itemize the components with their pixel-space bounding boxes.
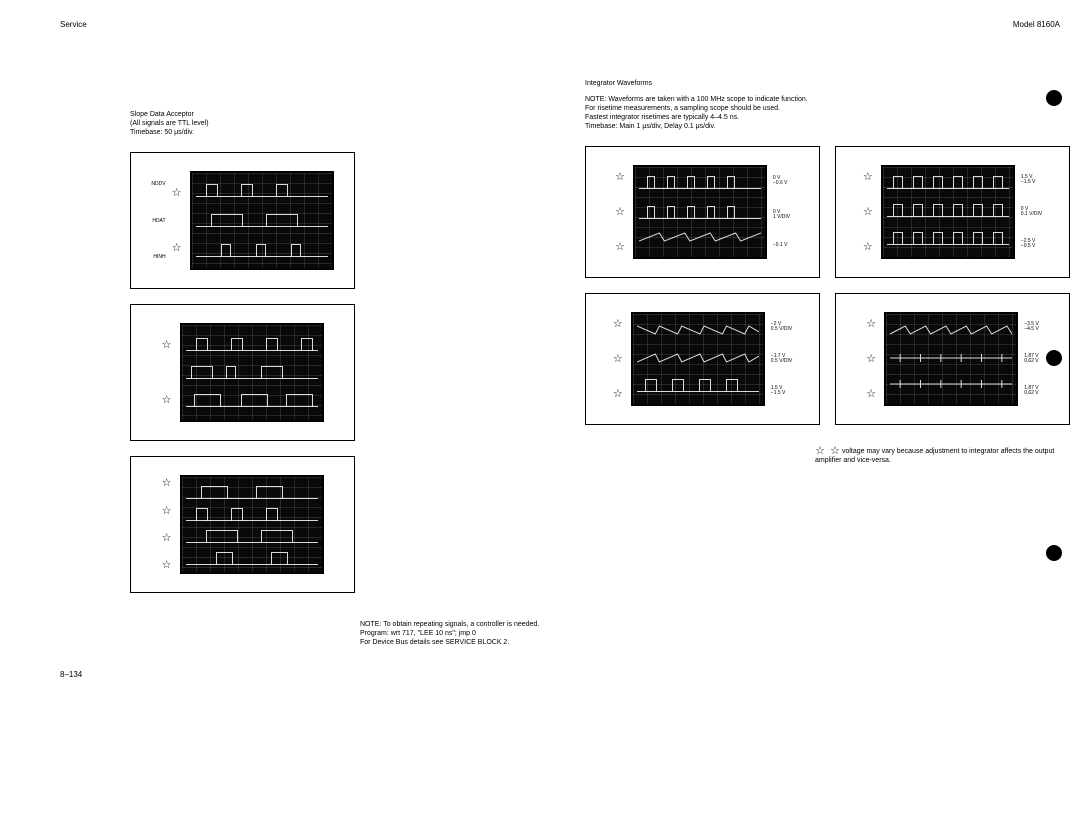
oscilloscope-screen xyxy=(881,165,1015,259)
page: Service Model 8160A Slope Data Acceptor … xyxy=(40,20,1060,754)
scope-frame-r1c1: 0 V−0.6 V 0 V1 V/DIV −0.1 V xyxy=(585,146,820,278)
oscilloscope-screen xyxy=(884,312,1018,406)
oscilloscope-screen xyxy=(180,475,324,574)
note-line: For risetime measurements, a sampling sc… xyxy=(585,104,1080,113)
marker-icon xyxy=(613,354,623,364)
marker-icon xyxy=(162,533,172,543)
marker-icon xyxy=(162,506,172,516)
footnote-text: voltage may vary because adjustment to i… xyxy=(815,448,1054,464)
marker-icon xyxy=(615,173,625,183)
scope-frame-r1c2: 1.5 V−1.5 V 0 V0.1 V/DIV −2.5 V−0.5 V xyxy=(835,146,1070,278)
signal-value-labels: 0 V−0.6 V 0 V1 V/DIV −0.1 V xyxy=(773,165,790,259)
marker-icon xyxy=(162,341,172,351)
controller-note: NOTE: To obtain repeating signals, a con… xyxy=(360,620,600,647)
marker-icon xyxy=(613,389,623,399)
note-line: NOTE: Waveforms are taken with a 100 MHz… xyxy=(585,95,1080,104)
signal-label: HDAT xyxy=(151,218,165,224)
oscilloscope-screen xyxy=(633,165,767,259)
marker-icon xyxy=(162,395,172,405)
value-label: 0.5 V/DIV xyxy=(771,326,792,332)
signal-label: HINH xyxy=(151,254,165,260)
right-column: Integrator Waveforms NOTE: Waveforms are… xyxy=(585,80,1080,465)
page-number: 8–134 xyxy=(60,670,82,679)
marker-column xyxy=(866,312,876,406)
signal-value-labels: 1.5 V−1.5 V 0 V0.1 V/DIV −2.5 V−0.5 V xyxy=(1021,165,1042,259)
marker-icon xyxy=(615,242,625,252)
marker-icon xyxy=(863,173,873,183)
value-label: 0.5 V/DIV xyxy=(771,358,792,364)
scope-frame-left-3 xyxy=(130,456,355,593)
marker-icon xyxy=(162,561,172,571)
slope-note: Slope Data Acceptor (All signals are TTL… xyxy=(130,110,390,137)
signal-label: NDDV xyxy=(151,181,165,187)
marker-column xyxy=(863,165,873,259)
note-line: Program: wrt 717, "LEE 10 ns"; jmp 0 xyxy=(360,629,600,638)
marker-column xyxy=(172,171,182,270)
value-label: −4.5 V xyxy=(1024,326,1039,332)
marker-icon xyxy=(613,320,623,330)
marker-column xyxy=(162,323,172,422)
note-line: Timebase: Main 1 μs/div, Delay 0.1 μs/di… xyxy=(585,122,1080,131)
marker-icon xyxy=(162,479,172,489)
value-label: −0.1 V xyxy=(773,242,788,248)
binder-hole-icon xyxy=(1046,545,1062,561)
value-label: −1.5 V xyxy=(1021,179,1036,185)
marker-column xyxy=(162,475,172,574)
signal-names: NDDV HDAT HINH xyxy=(151,171,165,270)
marker-icon xyxy=(172,189,182,199)
marker-icon xyxy=(866,389,876,399)
value-label: −0.5 V xyxy=(1021,243,1036,249)
marker-column xyxy=(615,165,625,259)
scope-frame-r2c1: −2 V0.5 V/DIV −1.7 V0.5 V/DIV 1.5 V−1.5 … xyxy=(585,293,820,425)
value-label: 1 V/DIV xyxy=(773,214,790,220)
oscilloscope-screen xyxy=(631,312,765,406)
slope-note-line: (All signals are TTL level) xyxy=(130,119,390,128)
slope-note-line: Slope Data Acceptor xyxy=(130,110,390,119)
scope-frame-r2c2: −3.5 V−4.5 V 1.87 V0.62 V 1.87 V0.62 V xyxy=(835,293,1070,425)
value-label: 0.62 V xyxy=(1024,358,1038,364)
marker-icon xyxy=(830,446,840,456)
value-label: 0.62 V xyxy=(1024,390,1038,396)
marker-column xyxy=(613,312,623,406)
marker-icon xyxy=(615,207,625,217)
header-right: Model 8160A xyxy=(1013,20,1060,29)
oscilloscope-screen xyxy=(180,323,324,422)
integrator-note: NOTE: Waveforms are taken with a 100 MHz… xyxy=(585,95,1080,131)
value-label: −1.5 V xyxy=(771,390,786,396)
signal-value-labels: −3.5 V−4.5 V 1.87 V0.62 V 1.87 V0.62 V xyxy=(1024,312,1039,406)
marker-icon xyxy=(815,446,825,456)
marker-icon xyxy=(866,354,876,364)
left-column: Slope Data Acceptor (All signals are TTL… xyxy=(130,110,390,608)
scope-grid: 0 V−0.6 V 0 V1 V/DIV −0.1 V xyxy=(585,146,1080,440)
value-label: −0.6 V xyxy=(773,180,788,186)
scope-frame-left-1: NDDV HDAT HINH xyxy=(130,152,355,289)
note-line: For Device Bus details see SERVICE BLOCK… xyxy=(360,638,600,647)
oscilloscope-screen xyxy=(190,171,334,270)
marker-icon xyxy=(866,320,876,330)
voltage-footnote: voltage may vary because adjustment to i… xyxy=(815,446,1075,465)
integrator-title: Integrator Waveforms xyxy=(585,80,1080,87)
value-label: 0.1 V/DIV xyxy=(1021,211,1042,217)
scope-frame-left-2 xyxy=(130,304,355,441)
marker-icon xyxy=(863,207,873,217)
marker-icon xyxy=(863,242,873,252)
note-line: Fastest integrator risetimes are typical… xyxy=(585,113,1080,122)
signal-value-labels: −2 V0.5 V/DIV −1.7 V0.5 V/DIV 1.5 V−1.5 … xyxy=(771,312,792,406)
note-line: NOTE: To obtain repeating signals, a con… xyxy=(360,620,600,629)
marker-icon xyxy=(172,243,182,253)
header-left: Service xyxy=(60,20,87,29)
slope-note-line: Timebase: 50 μs/div. xyxy=(130,128,390,137)
